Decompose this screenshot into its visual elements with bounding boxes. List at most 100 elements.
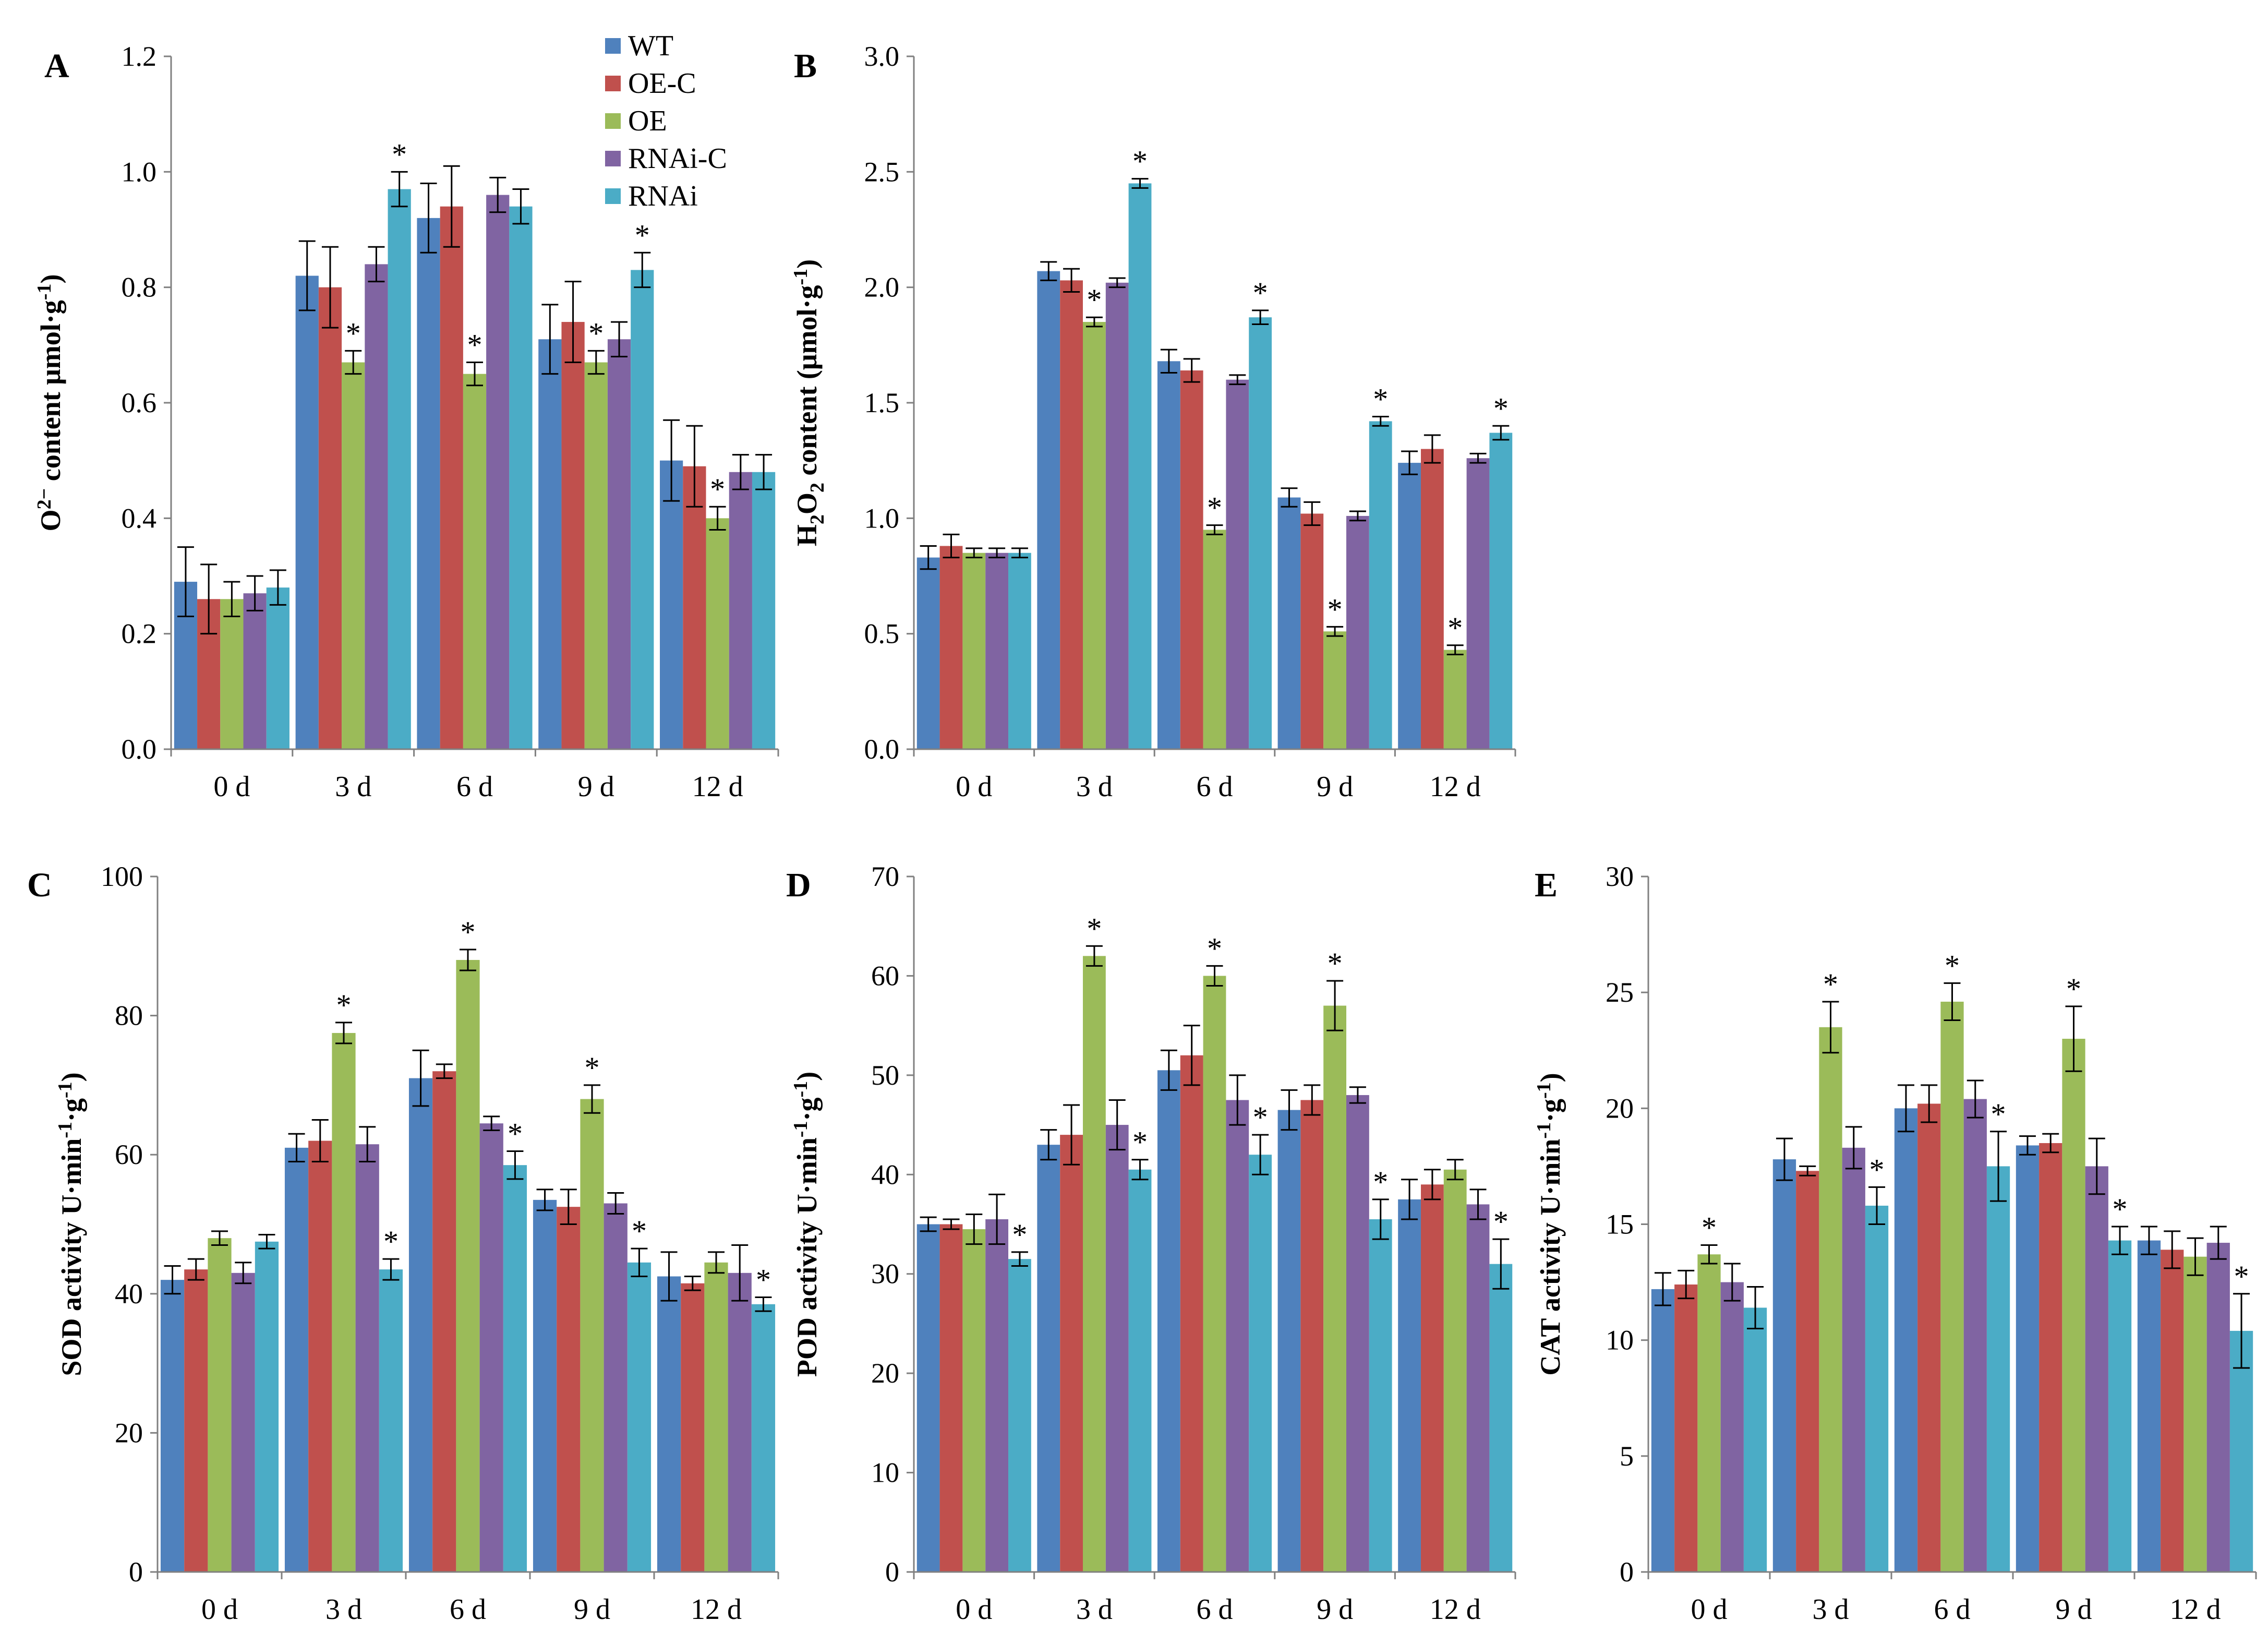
bar-oe (1819, 1027, 1842, 1572)
bar-rnai (1489, 1264, 1513, 1572)
bar-rnai-c (728, 1272, 752, 1572)
significance-marker: * (1328, 946, 1343, 980)
y-axis-label-part: -1 (790, 1081, 812, 1098)
bar-wt (284, 1147, 309, 1572)
bar-rnai (631, 270, 654, 749)
bar-wt (657, 1276, 681, 1572)
y-axis-label: O2− content μmol·g-1) (33, 274, 66, 532)
bar-wt (1037, 1145, 1060, 1572)
bar-oe (1323, 1005, 1347, 1572)
bar-oe (1203, 530, 1226, 749)
significance-marker: * (1447, 611, 1463, 645)
bar-oe-c (1796, 1171, 1819, 1572)
y-tick-label: 0 (129, 1556, 143, 1588)
bar-oe-c (1180, 370, 1203, 749)
bar-rnai (1128, 1169, 1152, 1572)
bar-oe-c (1300, 513, 1324, 749)
bar-oe-c (561, 322, 585, 749)
bar-wt (1277, 1110, 1301, 1572)
bar-rnai-c (243, 593, 267, 749)
y-axis-label-part: -1 (1533, 1082, 1555, 1099)
x-tick-label: 9 d (574, 1593, 610, 1626)
significance-marker: * (756, 1263, 771, 1296)
y-tick-label: 10 (871, 1457, 899, 1488)
significance-marker: * (383, 1224, 399, 1258)
bar-wt (417, 218, 440, 749)
bar-oe-c (1420, 449, 1444, 749)
y-axis-label-part: ) (791, 1072, 823, 1081)
significance-marker: * (1087, 283, 1102, 317)
bar-oe-c (308, 1140, 332, 1572)
bar-rnai (1249, 317, 1272, 749)
bar-rnai-c (1466, 1204, 1490, 1572)
bar-oe (332, 1032, 356, 1572)
bar-oe (962, 553, 986, 749)
y-tick-label: 1.0 (122, 156, 157, 187)
y-tick-label: 1.0 (864, 502, 900, 534)
bar-oe (456, 959, 480, 1572)
y-axis-label-part: ) (791, 259, 823, 269)
bar-oe-c (683, 466, 706, 749)
y-tick-label: 5 (1620, 1440, 1634, 1472)
y-axis-label-part: -1 (54, 1122, 76, 1138)
significance-marker: * (1132, 1125, 1148, 1159)
panel-b-chart: B * * * * * * * * 0.0 0.5 1.0 1.5 2.0 2.5 3.0 0 d 3 d 6 d 9… (790, 41, 1516, 803)
x-tick-label: 6 d (1197, 771, 1233, 803)
significance-marker: * (461, 915, 476, 949)
bar-oe-c (557, 1207, 581, 1572)
bar-rnai-c (1105, 1125, 1129, 1572)
bar-oe (706, 518, 729, 749)
bar-oe (584, 362, 608, 749)
y-axis-label-part: ·g (56, 1098, 87, 1122)
significance-marker: * (588, 316, 604, 350)
bar-oe-c (1674, 1284, 1698, 1572)
y-tick-label: 20 (1606, 1092, 1634, 1124)
y-tick-label: 20 (115, 1417, 143, 1448)
panel-letter: B (794, 47, 817, 85)
y-axis-label-part: POD activity U·min (791, 1137, 823, 1377)
y-tick-label: 1.5 (864, 387, 900, 418)
bar-rnai-c (1720, 1282, 1744, 1572)
bar-oe-c (432, 1071, 456, 1572)
bar-oe-c (184, 1269, 208, 1572)
x-tick-label: 3 d (325, 1593, 362, 1626)
bar-rnai (1128, 183, 1152, 749)
legend-item-rnai-c: RNAi-C (605, 140, 727, 177)
x-tick-label: 6 d (456, 771, 493, 803)
x-tick-label: 3 d (335, 771, 371, 803)
bar-rnai-c (231, 1272, 255, 1572)
bar-rnai (255, 1241, 279, 1572)
y-axis-label: SOD activity U·min-1·g-1) (54, 1072, 87, 1376)
bar-rnai-c (604, 1203, 628, 1572)
x-tick-label: 3 d (1813, 1593, 1849, 1626)
significance-marker: * (508, 1117, 523, 1151)
bar-rnai-c (1105, 282, 1129, 749)
bar-rnai (1008, 553, 1031, 749)
y-tick-label: 0.4 (122, 502, 157, 534)
y-tick-label: 40 (115, 1278, 143, 1310)
bar-rnai-c (355, 1144, 379, 1572)
bar-wt (916, 557, 940, 749)
bar-rnai (1249, 1155, 1272, 1572)
y-tick-label: 0.8 (122, 272, 157, 303)
bar-rnai-c (1226, 1100, 1249, 1572)
bar-oe-c (681, 1283, 705, 1572)
bar-wt (1894, 1108, 1918, 1572)
bar-oe-c (318, 287, 342, 749)
panel-letter: E (1535, 866, 1558, 904)
x-tick-label: 9 d (1317, 1593, 1353, 1626)
bar-rnai-c (1466, 458, 1490, 749)
x-tick-label: 9 d (578, 771, 614, 803)
y-tick-label: 1.2 (122, 41, 157, 72)
bar-oe (1697, 1254, 1721, 1572)
bar-wt (1772, 1159, 1796, 1572)
significance-marker: * (336, 988, 352, 1022)
bar-oe-c (1180, 1055, 1203, 1572)
y-tick-label: 30 (871, 1258, 899, 1290)
bar-oe-c (939, 1224, 963, 1572)
significance-marker: * (1373, 1165, 1388, 1199)
significance-marker: * (1253, 1100, 1268, 1134)
y-axis-label: CAT activity U·min-1·g-1) (1533, 1073, 1566, 1375)
bar-rnai-c (479, 1123, 503, 1572)
bar-oe-c (1300, 1100, 1324, 1572)
